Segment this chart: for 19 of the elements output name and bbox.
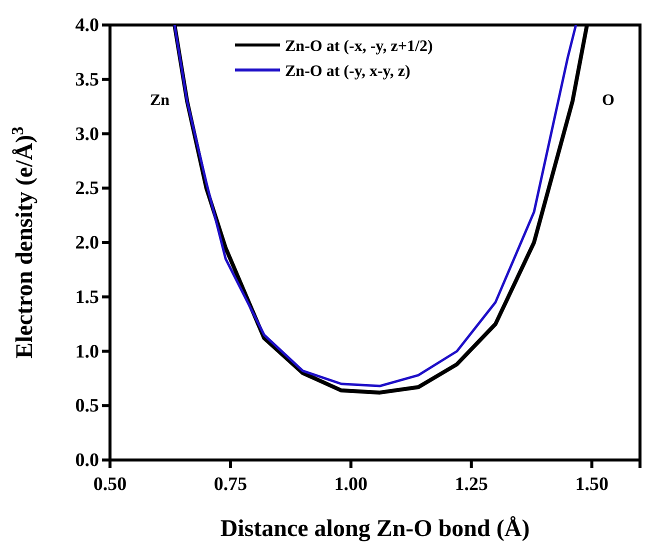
x-axis-title: Distance along Zn-O bond (Å) xyxy=(220,516,530,542)
y-tick-label: 2.5 xyxy=(75,178,99,200)
y-tick-label: 2.0 xyxy=(75,232,99,254)
annotation: Zn xyxy=(150,92,170,109)
legend-label: Zn-O at (-x, -y, z+1/2) xyxy=(285,38,433,55)
legend-label: Zn-O at (-y, x-y, z) xyxy=(285,63,410,80)
x-tick-label: 1.50 xyxy=(575,474,608,495)
x-tick-label: 0.75 xyxy=(214,474,248,495)
y-tick-label: 4.0 xyxy=(75,15,99,36)
x-tick-label: 1.25 xyxy=(454,474,488,495)
y-tick-label: 0.5 xyxy=(75,396,99,417)
y-tick-label: 1.5 xyxy=(75,286,99,308)
y-tick-label: 0.0 xyxy=(75,450,99,472)
y-tick-label: 3.0 xyxy=(75,124,99,145)
y-tick-label: 1.0 xyxy=(75,341,99,362)
x-tick-label: 0.50 xyxy=(93,474,127,495)
y-tick-label: 3.5 xyxy=(75,69,99,90)
x-tick-label: 1.00 xyxy=(334,474,368,495)
annotation: O xyxy=(602,92,614,109)
